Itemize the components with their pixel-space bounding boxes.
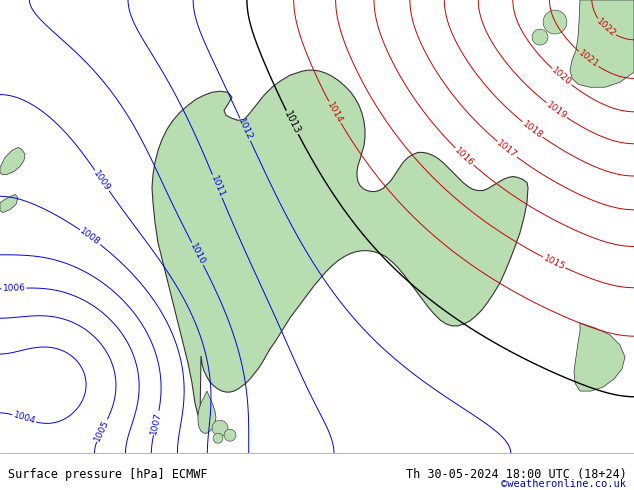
Polygon shape bbox=[213, 433, 223, 443]
Polygon shape bbox=[224, 429, 236, 441]
Text: 1020: 1020 bbox=[550, 66, 573, 88]
Text: 1021: 1021 bbox=[576, 49, 600, 70]
Text: 1010: 1010 bbox=[188, 242, 207, 266]
Polygon shape bbox=[152, 70, 528, 423]
Text: 1006: 1006 bbox=[3, 284, 25, 294]
Text: 1005: 1005 bbox=[93, 418, 111, 443]
Text: 1013: 1013 bbox=[282, 109, 302, 136]
Text: 1004: 1004 bbox=[12, 411, 36, 426]
Polygon shape bbox=[0, 147, 25, 174]
Polygon shape bbox=[543, 10, 567, 34]
Text: ©weatheronline.co.uk: ©weatheronline.co.uk bbox=[501, 479, 626, 489]
Polygon shape bbox=[198, 391, 216, 433]
Text: 1015: 1015 bbox=[541, 253, 566, 271]
Text: 1007: 1007 bbox=[150, 411, 163, 435]
Text: 1017: 1017 bbox=[495, 139, 519, 160]
Text: 1012: 1012 bbox=[236, 117, 254, 142]
Polygon shape bbox=[0, 195, 18, 213]
Polygon shape bbox=[532, 29, 548, 45]
Polygon shape bbox=[570, 0, 634, 87]
Text: 1011: 1011 bbox=[209, 174, 226, 198]
Text: 1018: 1018 bbox=[521, 119, 544, 140]
Text: Surface pressure [hPa] ECMWF: Surface pressure [hPa] ECMWF bbox=[8, 468, 207, 481]
Text: 1019: 1019 bbox=[545, 100, 569, 121]
Text: 1014: 1014 bbox=[325, 100, 344, 124]
Text: 1008: 1008 bbox=[78, 226, 102, 247]
Polygon shape bbox=[212, 420, 228, 436]
Text: 1009: 1009 bbox=[92, 169, 112, 193]
Text: Th 30-05-2024 18:00 UTC (18+24): Th 30-05-2024 18:00 UTC (18+24) bbox=[406, 468, 626, 481]
Text: 1016: 1016 bbox=[453, 146, 476, 168]
Polygon shape bbox=[574, 323, 625, 391]
Text: 1022: 1022 bbox=[595, 17, 618, 39]
